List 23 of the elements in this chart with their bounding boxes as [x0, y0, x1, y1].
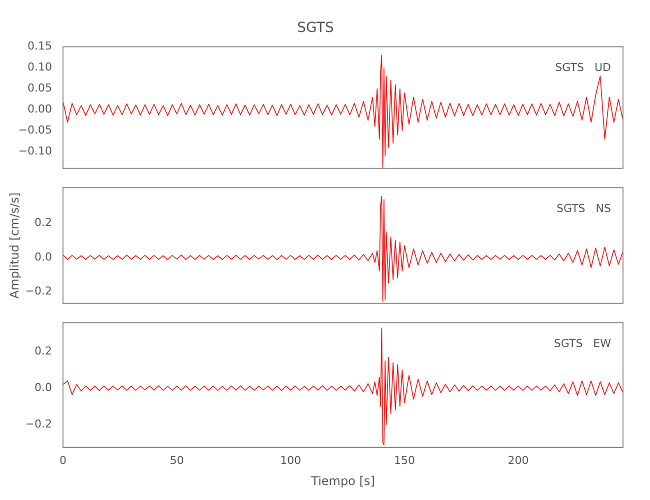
chart-title: SGTS: [297, 20, 334, 36]
x-axis-title: Tiempo [s]: [310, 474, 375, 488]
x-tick-label: 100: [280, 454, 302, 467]
y-tick-label: −0.05: [18, 124, 52, 137]
annotation: SGTS UD: [555, 61, 611, 74]
y-tick-label: −0.10: [18, 144, 52, 158]
y-tick-label: 0.0: [34, 250, 52, 264]
x-tick-label: 200: [508, 454, 529, 467]
y-tick-label: 0.10: [28, 60, 52, 74]
y-tick-label: 0.2: [34, 216, 52, 230]
y-tick-label: 0.00: [28, 102, 52, 116]
y-axis-title: Amplitud [cm/s/s]: [7, 192, 22, 299]
x-tick-label: 0: [60, 454, 66, 467]
x-tick-label: 150: [394, 454, 415, 467]
x-tick-label: 50: [170, 454, 184, 467]
annotation: SGTS EW: [554, 336, 612, 350]
y-tick-label: 0.15: [28, 40, 52, 53]
annotation: SGTS NS: [556, 202, 612, 215]
y-tick-label: −0.2: [25, 417, 52, 430]
y-tick-label: 0.0: [34, 381, 52, 394]
y-tick-label: −0.2: [25, 284, 52, 298]
y-tick-label: 0.05: [28, 82, 52, 95]
y-tick-label: 0.2: [34, 344, 52, 358]
